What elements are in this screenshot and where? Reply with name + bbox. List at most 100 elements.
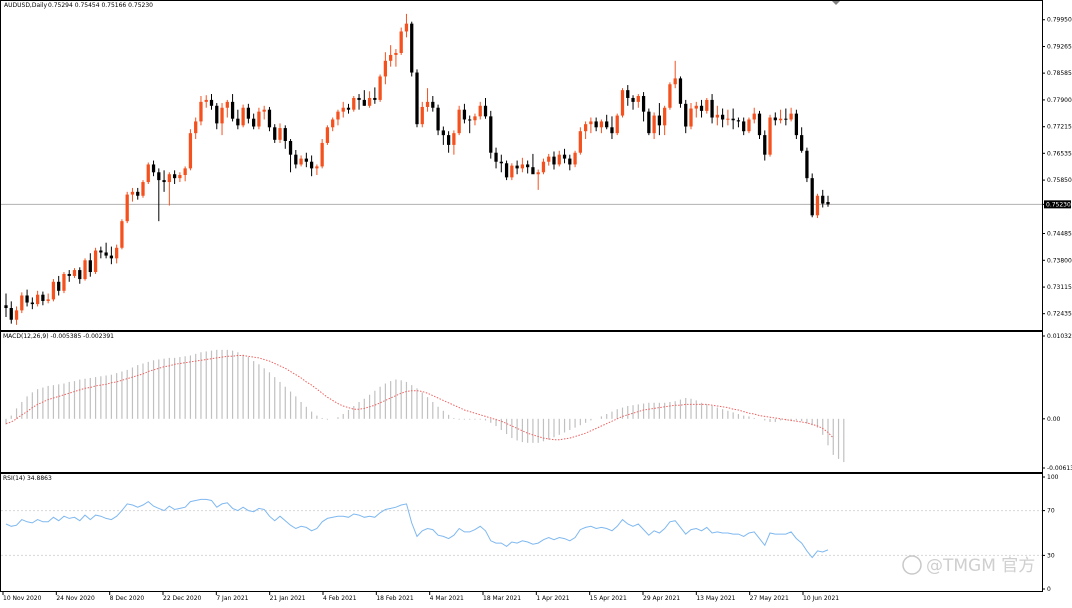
candle xyxy=(578,127,582,155)
rsi-label: RSI(14) 34.8863 xyxy=(3,475,52,482)
date-tick-label: 24 Nov 2020 xyxy=(56,595,95,602)
candle-body xyxy=(115,247,119,259)
candle xyxy=(78,267,82,284)
candle xyxy=(452,130,456,155)
candle-body xyxy=(14,310,19,320)
candle-body xyxy=(199,101,203,122)
candle xyxy=(230,94,235,122)
candle-body xyxy=(109,255,114,259)
candle xyxy=(83,258,87,281)
candle-body xyxy=(35,294,40,305)
candle-body xyxy=(684,103,688,127)
candle xyxy=(309,155,314,177)
candle-body xyxy=(562,154,567,159)
watermark-logo-icon xyxy=(902,555,922,575)
chart-shift-marker[interactable] xyxy=(832,1,840,5)
candle xyxy=(30,297,34,310)
candle xyxy=(288,139,293,173)
candle xyxy=(826,195,830,207)
candle-body xyxy=(663,107,667,126)
candle xyxy=(573,150,577,168)
candle xyxy=(568,154,572,171)
candle-body xyxy=(215,105,219,124)
rsi-axis: 100 70 30 0 xyxy=(1042,474,1059,593)
candle xyxy=(109,246,114,265)
candle xyxy=(631,95,635,110)
candle xyxy=(162,170,166,192)
date-tick-label: 27 May 2021 xyxy=(750,595,789,602)
candle-body xyxy=(257,111,261,127)
candle xyxy=(415,69,419,128)
date-tick-label: 8 Dec 2020 xyxy=(110,595,145,602)
candle-body xyxy=(389,54,393,61)
candle-body xyxy=(394,52,398,55)
candle-body xyxy=(705,99,709,111)
candle xyxy=(172,170,177,185)
candle xyxy=(341,101,345,118)
candle xyxy=(473,113,477,126)
candle-body xyxy=(141,182,145,196)
candle-body xyxy=(668,84,672,108)
candle xyxy=(378,74,382,102)
candle-body xyxy=(778,118,783,121)
candle-body xyxy=(736,120,741,122)
candle-body xyxy=(352,97,356,110)
candle-body xyxy=(499,161,503,164)
candle-body xyxy=(720,114,725,120)
candle-body xyxy=(246,107,251,119)
candle xyxy=(315,164,319,176)
candle xyxy=(520,157,525,173)
candle-body xyxy=(815,195,820,216)
candle-body xyxy=(404,23,409,32)
candle xyxy=(647,108,651,136)
candle xyxy=(784,108,788,126)
candle-body xyxy=(652,115,656,134)
candle-body xyxy=(726,118,730,120)
candle xyxy=(636,94,640,108)
candle xyxy=(499,154,503,173)
candle xyxy=(431,96,435,112)
price-tick-label: 0.79265 xyxy=(1047,44,1072,51)
candle xyxy=(526,160,530,174)
candle xyxy=(562,148,567,164)
candle xyxy=(731,108,735,130)
candle-body xyxy=(468,119,472,121)
candle xyxy=(357,94,361,110)
candle xyxy=(673,60,677,89)
candle-body xyxy=(151,164,156,173)
candle xyxy=(715,105,719,126)
candle xyxy=(620,88,625,118)
candle xyxy=(699,99,704,118)
candle xyxy=(125,191,129,224)
candle-body xyxy=(162,180,166,183)
date-tick-label: 4 Mar 2021 xyxy=(430,595,464,602)
price-tick-label: 0.73800 xyxy=(1047,257,1072,264)
date-tick-label: 15 Apr 2021 xyxy=(590,595,627,602)
candle-body xyxy=(209,99,214,106)
candle-body xyxy=(552,156,556,165)
candle-body xyxy=(483,105,488,117)
candle xyxy=(504,160,509,181)
candle xyxy=(209,94,214,110)
candle xyxy=(552,151,556,170)
macd-axis: 0.010326 0.00 -0.006133 xyxy=(1042,333,1072,472)
candle xyxy=(394,49,398,67)
candle-body xyxy=(547,156,551,162)
candle-body xyxy=(689,108,693,127)
candle xyxy=(215,103,219,130)
candle-body xyxy=(336,111,340,120)
macd-signal-line xyxy=(5,355,834,441)
candle-body xyxy=(315,166,319,169)
candle xyxy=(583,121,588,140)
candle-body xyxy=(773,117,777,121)
candle-body xyxy=(415,72,419,125)
candle xyxy=(183,166,187,182)
price-axis: 0.79950 0.79265 0.78585 0.77900 0.77215 0.765… xyxy=(1042,17,1072,318)
date-tick-label: 18 Feb 2021 xyxy=(376,595,414,602)
candle xyxy=(773,112,777,126)
date-tick-label: 1 Apr 2021 xyxy=(536,595,569,602)
candle xyxy=(494,147,498,169)
candle xyxy=(141,180,145,198)
rsi-line xyxy=(5,498,829,559)
candle xyxy=(705,97,709,114)
